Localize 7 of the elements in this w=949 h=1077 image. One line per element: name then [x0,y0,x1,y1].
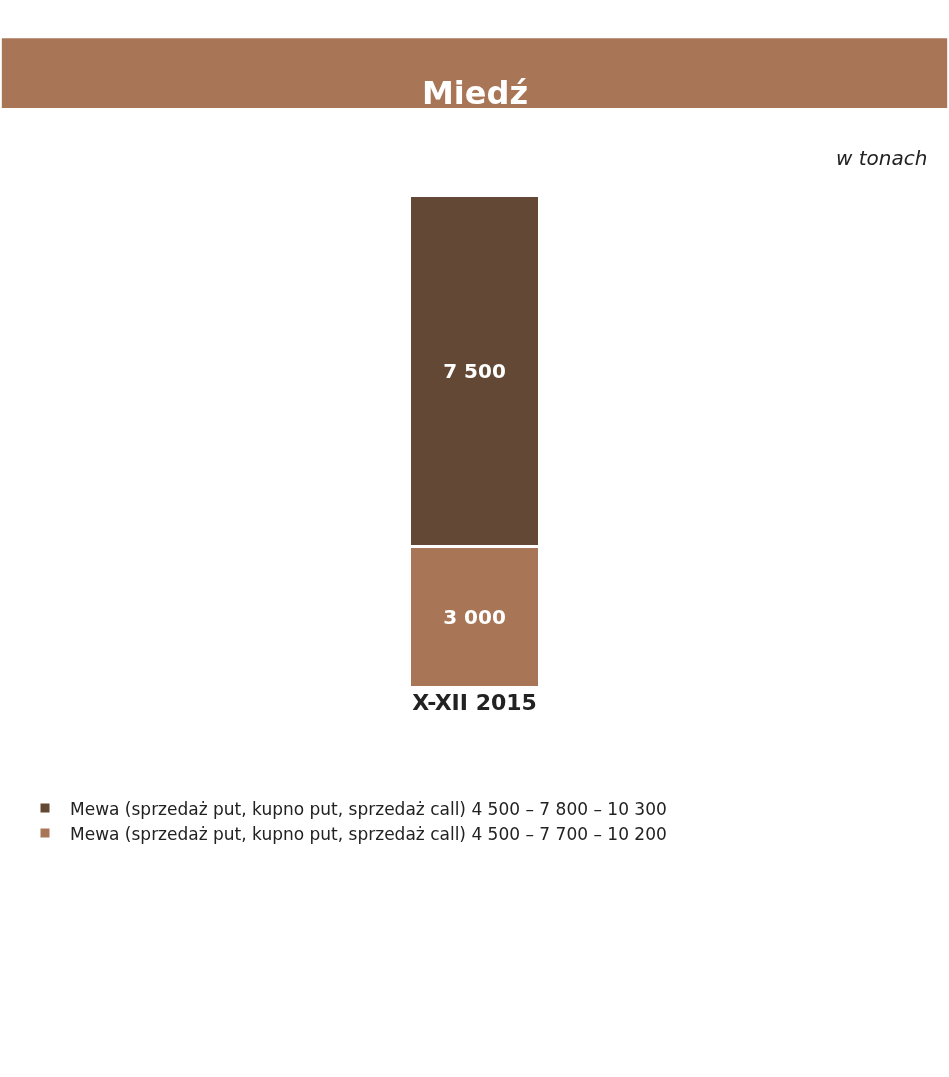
x-tick-label: X-XII 2015 [412,690,537,715]
legend-label: Mewa (sprzedaż put, kupno put, sprzedaż call) 4 500 – 7 700 – 10 200 [70,823,667,844]
text: w tonach [836,146,928,170]
legend-label: Mewa (sprzedaż put, kupno put, sprzedaż call) 4 500 – 7 800 – 10 300 [70,798,667,819]
chart-title: Miedź [422,74,529,112]
data-label: 7 500 [443,359,506,384]
data-label: 3 000 [443,604,506,629]
